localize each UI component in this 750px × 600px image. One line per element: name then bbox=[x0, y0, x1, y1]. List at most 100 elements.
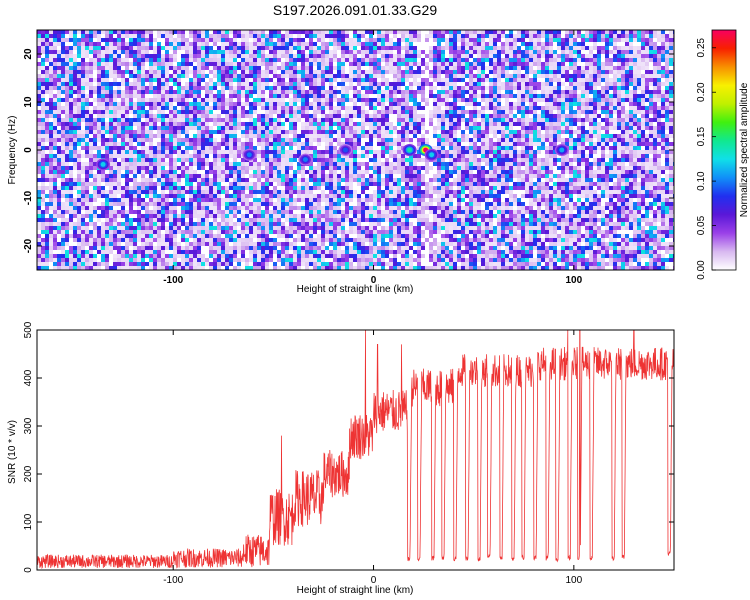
heatmap-cell bbox=[497, 54, 501, 58]
heatmap-cell bbox=[637, 106, 641, 110]
heatmap-cell bbox=[469, 86, 473, 90]
heatmap-cell bbox=[177, 134, 181, 138]
heatmap-cell bbox=[377, 90, 381, 94]
heatmap-cell bbox=[613, 162, 617, 166]
heatmap-cell bbox=[289, 90, 293, 94]
heatmap-cell bbox=[401, 90, 405, 94]
heatmap-cell bbox=[325, 54, 329, 58]
heatmap-cell bbox=[497, 118, 501, 122]
heatmap-cell bbox=[501, 114, 505, 118]
heatmap-cell bbox=[645, 70, 649, 74]
heatmap-cell bbox=[37, 62, 41, 66]
heatmap-cell bbox=[265, 62, 269, 66]
heatmap-cell bbox=[221, 102, 225, 106]
heatmap-cell bbox=[373, 150, 377, 154]
heatmap-cell bbox=[273, 154, 277, 158]
heatmap-cell bbox=[313, 126, 317, 130]
heatmap-cell bbox=[381, 114, 385, 118]
heatmap-cell bbox=[69, 118, 73, 122]
heatmap-cell bbox=[53, 54, 57, 58]
heatmap-cell bbox=[405, 66, 409, 70]
heatmap-cell bbox=[529, 102, 533, 106]
heatmap-cell bbox=[205, 50, 209, 54]
heatmap-cell bbox=[621, 34, 625, 38]
heatmap-cell bbox=[553, 98, 557, 102]
heatmap-cell bbox=[65, 74, 69, 78]
heatmap-cell bbox=[645, 62, 649, 66]
heatmap-cell bbox=[617, 34, 621, 38]
heatmap-cell bbox=[569, 62, 573, 66]
heatmap-cell bbox=[485, 102, 489, 106]
heatmap-cell bbox=[253, 78, 257, 82]
heatmap-cell bbox=[97, 134, 101, 138]
heatmap-cell bbox=[385, 166, 389, 170]
heatmap-cell bbox=[173, 50, 177, 54]
heatmap-cell bbox=[553, 118, 557, 122]
heatmap-cell bbox=[301, 46, 305, 50]
heatmap-cell bbox=[105, 106, 109, 110]
heatmap-cell bbox=[217, 114, 221, 118]
heatmap-cell bbox=[557, 86, 561, 90]
heatmap-cell bbox=[49, 70, 53, 74]
heatmap-cell bbox=[125, 66, 129, 70]
heatmap-cell bbox=[577, 150, 581, 154]
heatmap-cell bbox=[405, 166, 409, 170]
heatmap-cell bbox=[497, 166, 501, 170]
heatmap-cell bbox=[385, 90, 389, 94]
heatmap-cell bbox=[377, 50, 381, 54]
heatmap-cell bbox=[101, 130, 105, 134]
heatmap-cell bbox=[265, 154, 269, 158]
heatmap-cell bbox=[229, 142, 233, 146]
heatmap-cell bbox=[505, 134, 509, 138]
heatmap-cell bbox=[45, 126, 49, 130]
heatmap-cell bbox=[73, 46, 77, 50]
heatmap-cell bbox=[441, 134, 445, 138]
heatmap-cell bbox=[617, 142, 621, 146]
heatmap-cell bbox=[349, 106, 353, 110]
heatmap-cell bbox=[649, 110, 653, 114]
heatmap-cell bbox=[597, 50, 601, 54]
heatmap-cell bbox=[165, 54, 169, 58]
heatmap-cell bbox=[589, 134, 593, 138]
heatmap-cell bbox=[89, 114, 93, 118]
heatmap-cell bbox=[405, 98, 409, 102]
heatmap-cell bbox=[529, 30, 533, 34]
heatmap-cell bbox=[417, 34, 421, 38]
heatmap-cell bbox=[633, 54, 637, 58]
heatmap-cell bbox=[273, 158, 277, 162]
heatmap-cell bbox=[329, 154, 333, 158]
heatmap-cell bbox=[537, 138, 541, 142]
heatmap-cell bbox=[529, 34, 533, 38]
heatmap-cell bbox=[69, 142, 73, 146]
heatmap-cell bbox=[141, 74, 145, 78]
heatmap-cell bbox=[273, 130, 277, 134]
heatmap-cell bbox=[281, 130, 285, 134]
heatmap-cell bbox=[305, 130, 309, 134]
heatmap-cell bbox=[313, 138, 317, 142]
heatmap-cell bbox=[69, 146, 73, 150]
heatmap-cell bbox=[301, 94, 305, 98]
heatmap-cell bbox=[125, 114, 129, 118]
heatmap-cell bbox=[257, 154, 261, 158]
heatmap-cell bbox=[417, 62, 421, 66]
heatmap-cell bbox=[273, 118, 277, 122]
heatmap-cell bbox=[149, 142, 153, 146]
heatmap-cell bbox=[429, 90, 433, 94]
heatmap-cell bbox=[613, 150, 617, 154]
heatmap-cell bbox=[69, 34, 73, 38]
heatmap-cell bbox=[97, 122, 101, 126]
heatmap-cell bbox=[321, 122, 325, 126]
heatmap-cell bbox=[601, 134, 605, 138]
heatmap-cell bbox=[325, 122, 329, 126]
heatmap-cell bbox=[61, 62, 65, 66]
heatmap-cell bbox=[645, 166, 649, 170]
heatmap-cell bbox=[533, 150, 537, 154]
heatmap-cell bbox=[145, 150, 149, 154]
heatmap-cell bbox=[169, 42, 173, 46]
heatmap-cell bbox=[221, 58, 225, 62]
heatmap-cell bbox=[525, 122, 529, 126]
heatmap-cell bbox=[229, 162, 233, 166]
heatmap-cell bbox=[393, 106, 397, 110]
heatmap-cell bbox=[345, 30, 349, 34]
heatmap-cell bbox=[81, 70, 85, 74]
